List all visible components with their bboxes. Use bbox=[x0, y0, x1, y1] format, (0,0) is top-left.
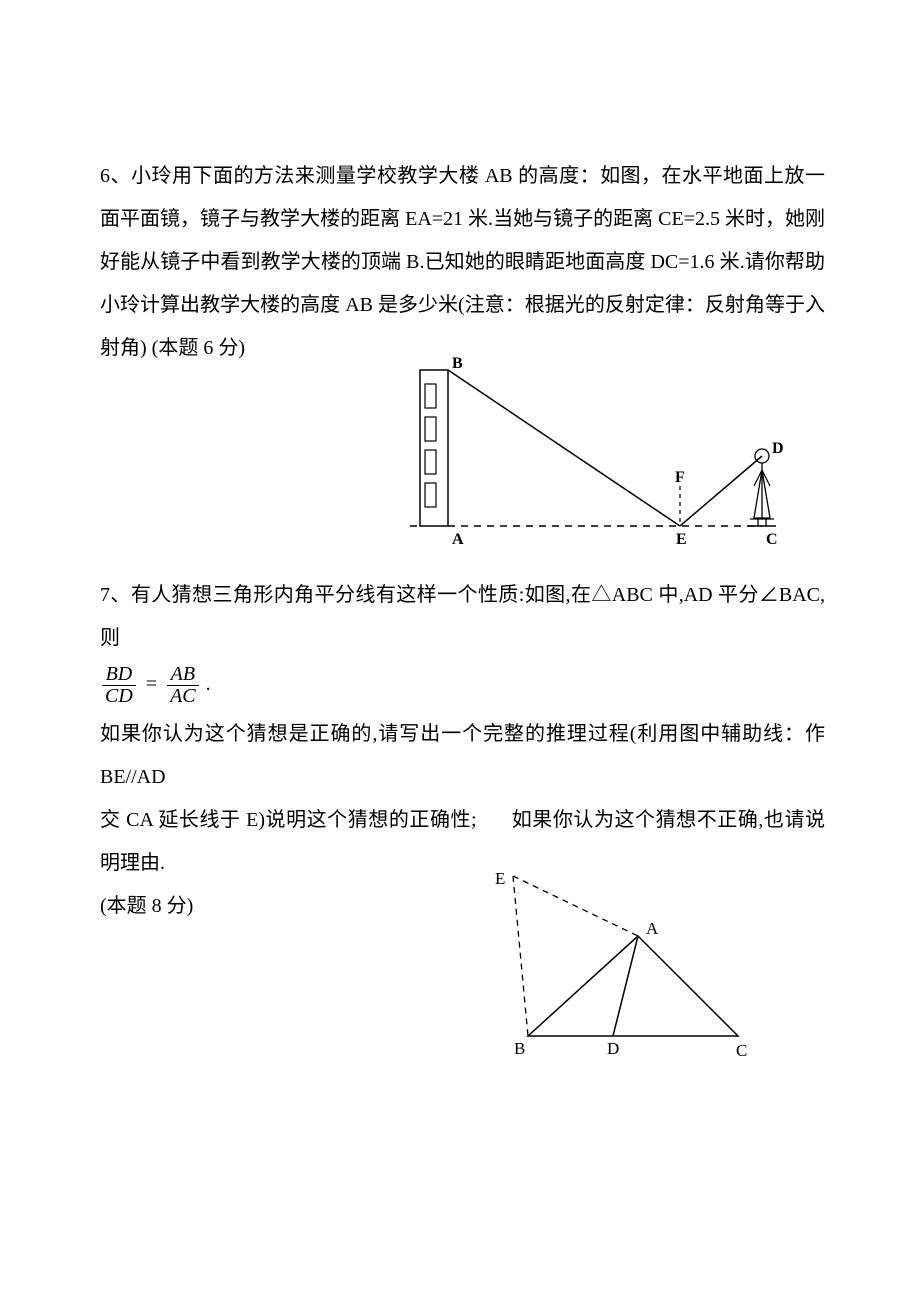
q7-equation: BD CD = AB AC . bbox=[100, 664, 825, 707]
page: 6、小玲用下面的方法来测量学校教学大楼 AB 的高度：如图，在水平地面上放一面平… bbox=[0, 0, 920, 1300]
q6-text: 6、小玲用下面的方法来测量学校教学大楼 AB 的高度：如图，在水平地面上放一面平… bbox=[100, 155, 825, 370]
q7-frac2-den: AC bbox=[167, 686, 199, 707]
svg-text:A: A bbox=[646, 919, 659, 938]
q7-figure: E A B D C bbox=[473, 861, 773, 1061]
q6-figure: B A E F D C bbox=[400, 356, 800, 556]
svg-text:E: E bbox=[676, 531, 687, 548]
svg-text:B: B bbox=[514, 1039, 525, 1058]
svg-text:D: D bbox=[607, 1039, 619, 1058]
q7-line4: (本题 8 分) bbox=[100, 885, 193, 928]
q7-figure-wrap: E A B D C bbox=[473, 861, 773, 1061]
q7-line1: 7、有人猜想三角形内角平分线有这样一个性质:如图,在△ABC 中,AD 平分∠B… bbox=[100, 574, 825, 660]
q7-frac2-num: AB bbox=[167, 664, 199, 686]
svg-text:A: A bbox=[452, 531, 464, 548]
svg-text:F: F bbox=[675, 469, 685, 486]
svg-text:C: C bbox=[766, 531, 778, 548]
svg-text:E: E bbox=[495, 869, 505, 888]
q6-figure-wrap: B A E F D C bbox=[400, 356, 825, 556]
svg-text:D: D bbox=[772, 440, 784, 457]
svg-text:C: C bbox=[736, 1041, 747, 1060]
q7-frac1-den: CD bbox=[102, 686, 136, 707]
q7-frac1-num: BD bbox=[102, 664, 136, 686]
q7-row: (本题 8 分) EABDC bbox=[100, 885, 825, 1061]
q7-frac1: BD CD bbox=[102, 664, 136, 707]
q7-eq: = bbox=[143, 673, 160, 695]
q7-period: . bbox=[206, 673, 211, 695]
svg-text:B: B bbox=[452, 356, 463, 372]
q7-line3a: 交 CA 延长线于 E)说明这个猜想的正确性; bbox=[100, 809, 477, 831]
q7-line2: 如果你认为这个猜想是正确的,请写出一个完整的推理过程(利用图中辅助线：作 BE/… bbox=[100, 713, 825, 799]
q7-frac2: AB AC bbox=[167, 664, 199, 707]
